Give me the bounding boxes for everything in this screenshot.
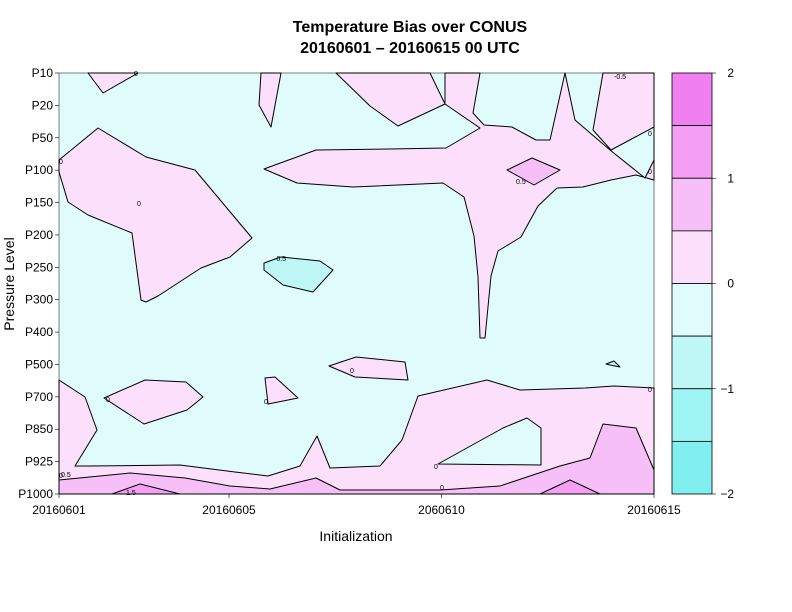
y-tick-label: P400 [25, 325, 53, 339]
region-pos-small-1 [506, 157, 561, 186]
contour-label: -0.5 [274, 256, 286, 263]
colorbar-segment [671, 230, 713, 284]
y-tick-label: P10 [32, 66, 54, 80]
region-mid-tongue [328, 356, 409, 381]
colorbar-segment [671, 125, 713, 179]
colorbar: 2 1 0 −1 −2 [671, 66, 734, 501]
x-tick-label: 20160615 [627, 503, 681, 517]
contour-label: 0 [59, 473, 63, 480]
contour-label: 0.5 [61, 472, 71, 479]
contour-label: 0 [59, 159, 63, 166]
contour-label: -0.5 [614, 74, 626, 81]
contour-label: 0 [134, 71, 138, 78]
y-tick-label: P1000 [18, 487, 53, 501]
y-tick-label: P50 [32, 131, 54, 145]
contour-label: 0.5 [516, 179, 526, 186]
colorbar-segment [671, 388, 713, 442]
region-lower-hole [437, 417, 542, 466]
x-tick-label: 20160601 [32, 503, 86, 517]
contour-label: 0 [648, 131, 652, 138]
x-axis: 20160601 20160605 2060610 20160615 [32, 494, 681, 517]
contour-label: 0 [440, 485, 444, 492]
contour-label: 0 [648, 387, 652, 394]
region-mid-left-blob [103, 379, 204, 425]
contour-label: 0 [264, 399, 268, 406]
y-tick-label: P20 [32, 98, 54, 112]
colorbar-tick-label: −1 [720, 382, 734, 396]
colorbar-segment [671, 335, 713, 390]
chart-subtitle: 20160601 – 20160615 00 UTC [300, 40, 520, 57]
x-tick-label: 2060610 [418, 503, 465, 517]
region-tiny-neg [605, 360, 621, 368]
y-tick-label: P250 [25, 260, 53, 274]
colorbar-segment [671, 177, 713, 232]
plot-frame [58, 72, 655, 495]
contour-label: 1.5 [126, 490, 136, 497]
y-tick-label: P300 [25, 293, 53, 307]
y-tick-label: P500 [25, 357, 53, 371]
y-tick-label: P200 [25, 228, 53, 242]
contour-label: 0 [434, 464, 438, 471]
colorbar-segment [671, 72, 713, 127]
colorbar-tick-label: 2 [727, 66, 734, 80]
y-tick-label: P700 [25, 390, 53, 404]
contour-label: 0 [648, 169, 652, 176]
region-small-mid [264, 376, 299, 405]
region-lower-main [58, 379, 655, 495]
region-upper-left [58, 127, 253, 303]
x-axis-label: Initialization [319, 528, 392, 544]
contour-label: 0 [137, 201, 141, 208]
y-tick-label: P100 [25, 163, 53, 177]
chart-title: Temperature Bias over CONUS [292, 19, 528, 36]
y-axis-label: Pressure Level [1, 237, 17, 330]
colorbar-tick-label: 1 [727, 171, 734, 185]
region-neg-blob[interactable] [263, 256, 334, 293]
colorbar-tick-label: 0 [727, 277, 734, 291]
contour-label: 0 [350, 368, 354, 375]
y-tick-label: P925 [25, 455, 53, 469]
x-tick-label: 20160605 [202, 503, 256, 517]
colorbar-segment [671, 283, 713, 337]
y-tick-label: P150 [25, 196, 53, 210]
region-upper-right [263, 72, 655, 339]
colorbar-segment [671, 440, 713, 495]
colorbar-tick-label: −2 [720, 487, 734, 501]
y-tick-label: P850 [25, 422, 53, 436]
y-axis: P10 P20 P50 P100 P150 P200 P250 P300 P400 P500 P70… [18, 66, 59, 501]
contour-label: 0 [106, 397, 110, 404]
